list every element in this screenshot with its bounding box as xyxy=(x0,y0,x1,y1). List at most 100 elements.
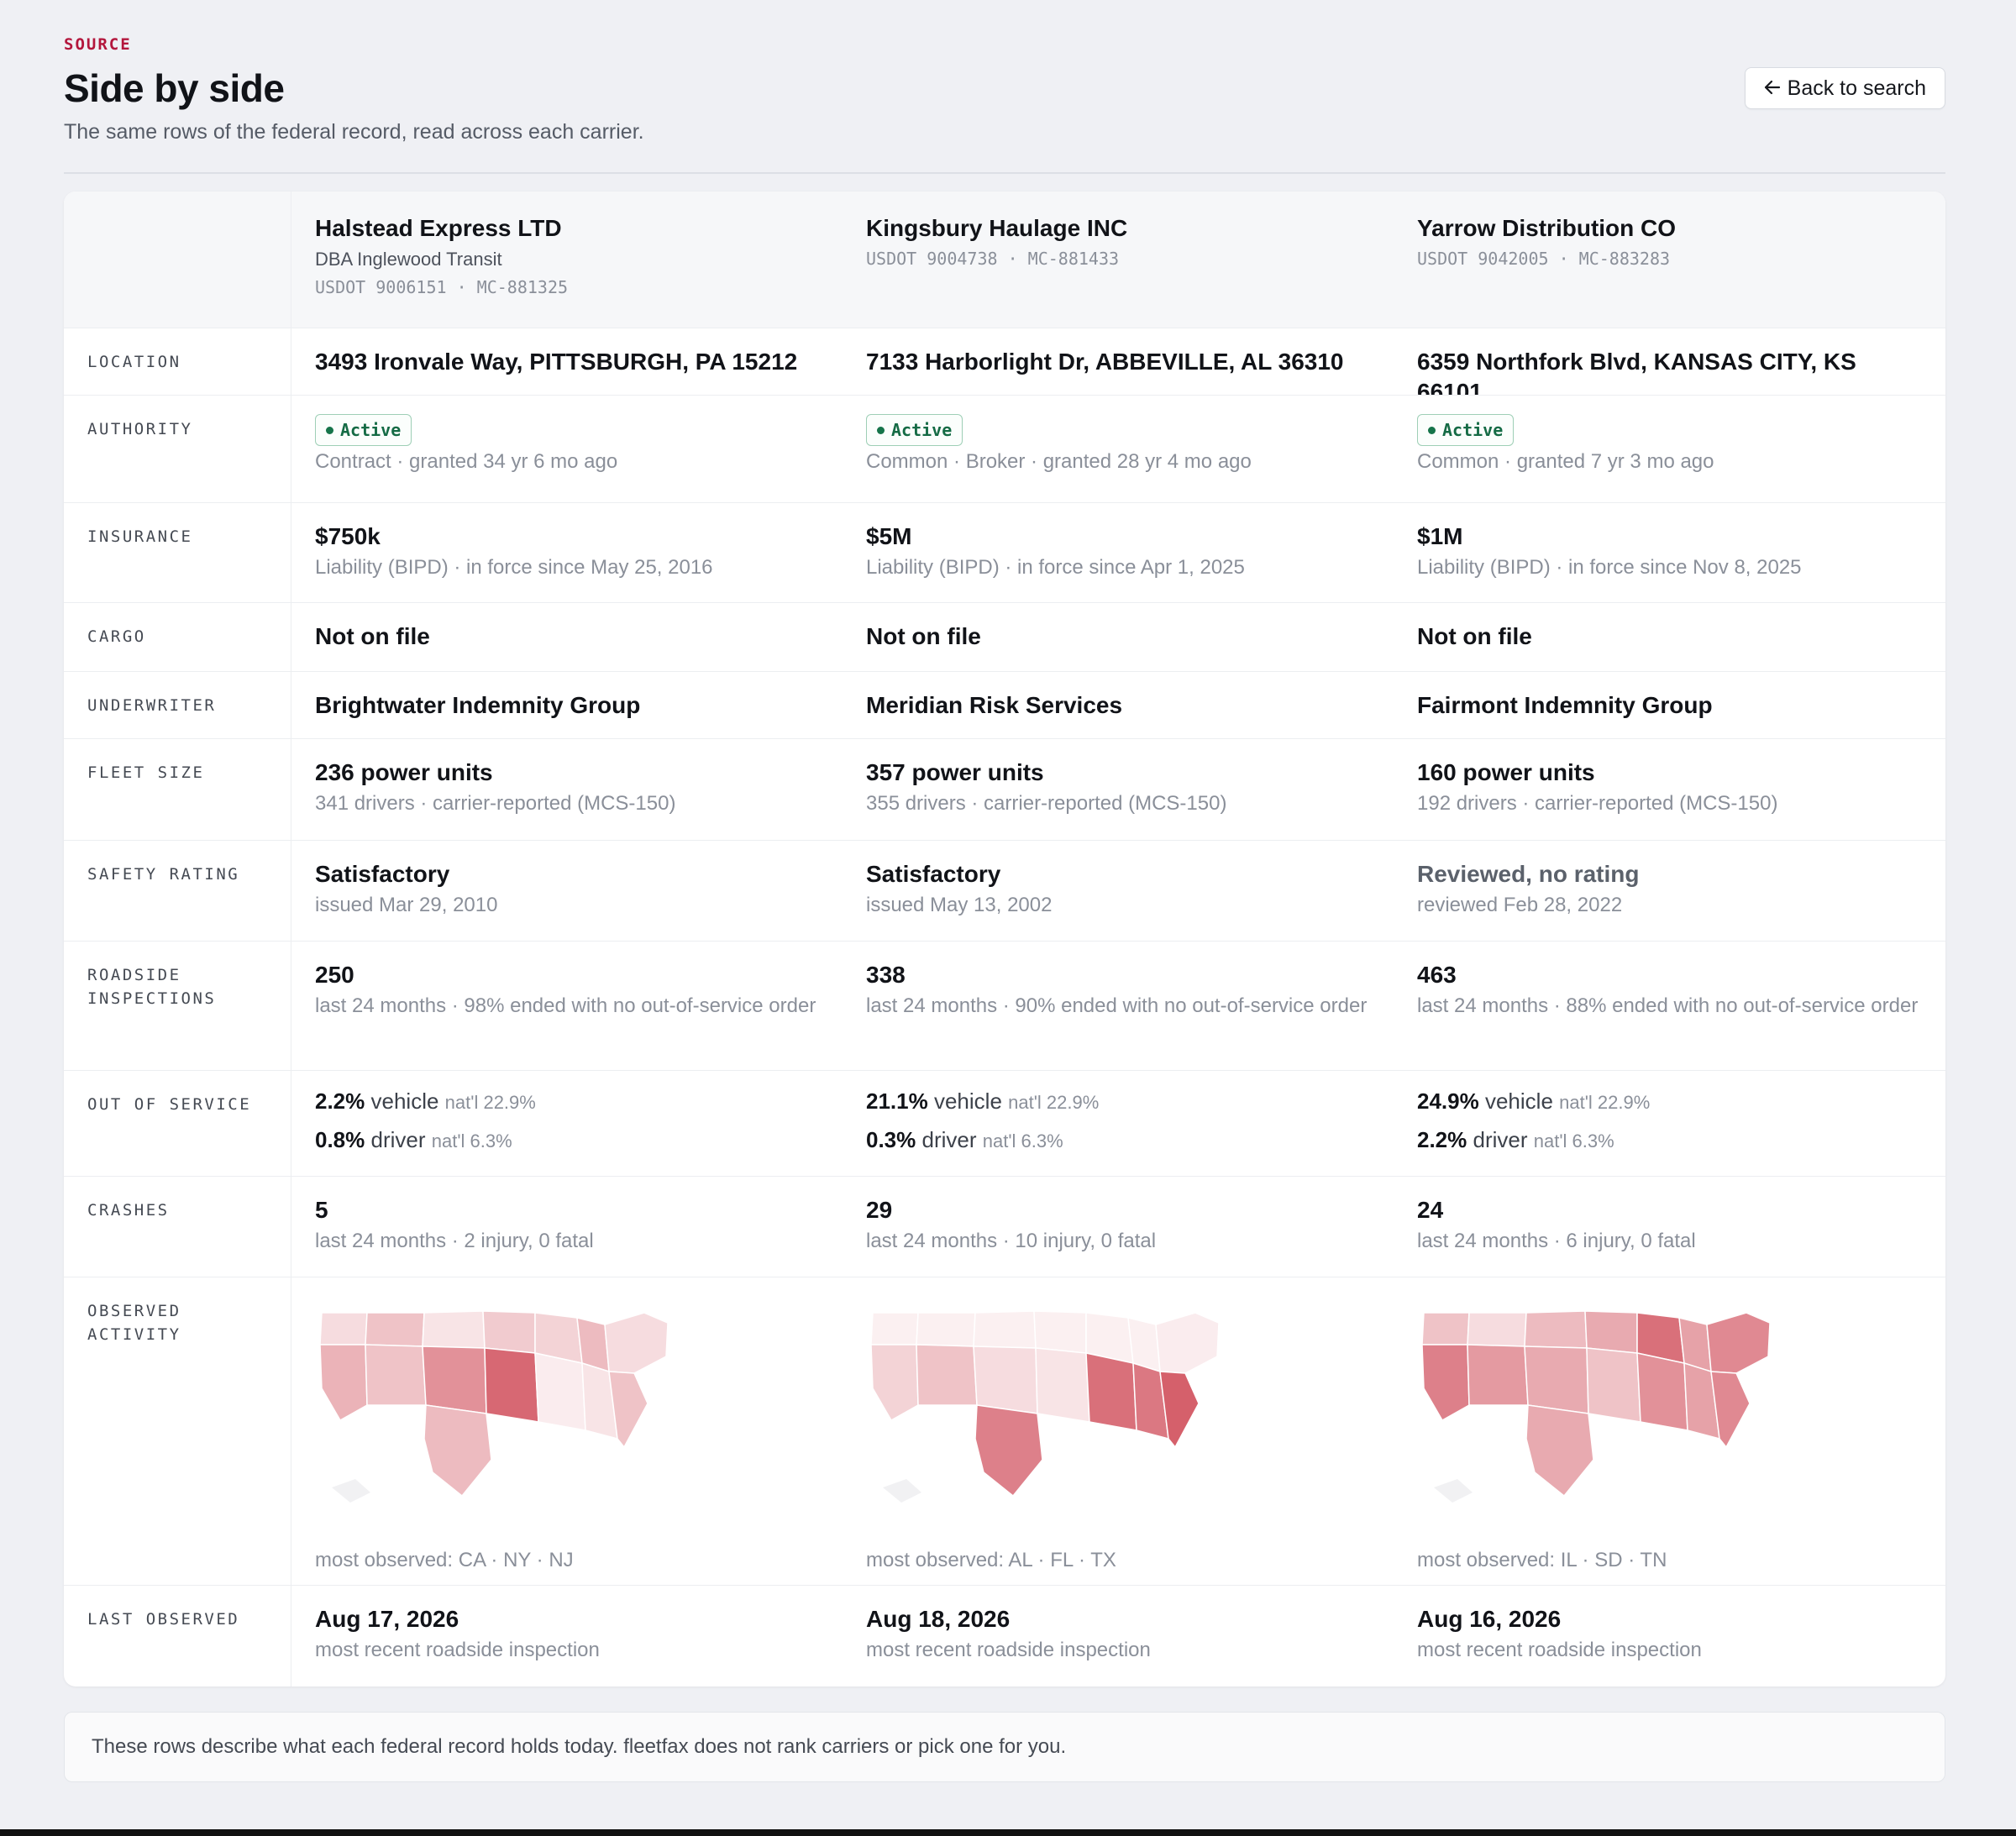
authority-cell: Active Common · granted 7 yr 3 mo ago xyxy=(1394,395,1945,502)
status-badge: Active xyxy=(866,414,963,446)
activity-map[interactable] xyxy=(315,1304,685,1514)
cargo-value: Not on file xyxy=(866,623,981,649)
fleet-detail: 355 drivers · carrier-reported (MCS-150) xyxy=(866,792,1227,815)
safety-cell: Reviewed, no rating reviewed Feb 28, 202… xyxy=(1394,840,1945,941)
map-region[interactable] xyxy=(1524,1310,1588,1349)
map-region[interactable] xyxy=(1525,1404,1594,1498)
map-region[interactable] xyxy=(422,1310,486,1349)
oos-vehicle: 2.2% vehicle nat'l 22.9% xyxy=(315,1088,536,1114)
safety-cell: Satisfactory issued May 13, 2002 xyxy=(843,840,1394,941)
last-observed-date: Aug 17, 2026 xyxy=(315,1606,459,1632)
status-badge: Active xyxy=(1417,414,1515,446)
underwriter-cell: Meridian Risk Services xyxy=(843,671,1394,738)
oos-vehicle: 24.9% vehicle nat'l 22.9% xyxy=(1417,1088,1651,1114)
last-observed-detail: most recent roadside inspection xyxy=(1417,1639,1702,1661)
oos-driver: 0.3% driver nat'l 6.3% xyxy=(866,1127,1063,1152)
map-region[interactable] xyxy=(1085,1352,1137,1431)
back-button-label: Back to search xyxy=(1787,76,1926,100)
map-region[interactable] xyxy=(1159,1371,1200,1449)
fleet-cell: 357 power units 355 drivers · carrier-re… xyxy=(843,738,1394,840)
map-region[interactable] xyxy=(1586,1347,1641,1423)
cargo-cell: Not on file xyxy=(291,602,843,671)
oos-cell: 2.2% vehicle nat'l 22.9% 0.8% driver nat… xyxy=(291,1070,843,1176)
insurance-amount: $5M xyxy=(866,523,912,549)
map-region[interactable] xyxy=(604,1312,669,1374)
map-region-inset xyxy=(1434,1479,1473,1503)
map-region[interactable] xyxy=(365,1344,427,1406)
last-observed-date: Aug 18, 2026 xyxy=(866,1606,1011,1632)
fleet-cell: 160 power units 192 drivers · carrier-re… xyxy=(1394,738,1945,840)
activity-map[interactable] xyxy=(1417,1304,1787,1514)
map-region[interactable] xyxy=(365,1312,425,1347)
map-region[interactable] xyxy=(916,1344,978,1406)
most-observed: most observed: CA · NY · NJ xyxy=(315,1549,574,1571)
map-region[interactable] xyxy=(319,1312,368,1346)
map-region[interactable] xyxy=(1710,1371,1751,1449)
carrier-name[interactable]: Halstead Express LTD xyxy=(315,215,562,241)
map-region[interactable] xyxy=(423,1404,492,1498)
row-label-underwriter: UNDERWRITER xyxy=(64,671,291,738)
map-region[interactable] xyxy=(482,1310,536,1354)
map-region[interactable] xyxy=(1421,1344,1470,1422)
status-badge: Active xyxy=(315,414,412,446)
map-region[interactable] xyxy=(484,1347,539,1423)
footer-note: These rows describe what each federal re… xyxy=(64,1712,1945,1782)
row-label-roadside-inspections: ROADSIDE INSPECTIONS xyxy=(64,941,291,1070)
inspections-count: 250 xyxy=(315,962,354,988)
map-region[interactable] xyxy=(319,1344,368,1422)
carrier-name[interactable]: Yarrow Distribution CO xyxy=(1417,215,1677,241)
map-region[interactable] xyxy=(973,1346,1038,1414)
map-region[interactable] xyxy=(1467,1344,1529,1406)
carrier-dba: DBA Inglewood Transit xyxy=(315,249,502,270)
map-region[interactable] xyxy=(1706,1312,1771,1374)
map-region[interactable] xyxy=(534,1352,586,1431)
map-region[interactable] xyxy=(1584,1310,1638,1354)
inspections-count: 338 xyxy=(866,962,906,988)
map-region[interactable] xyxy=(1524,1346,1589,1414)
map-region[interactable] xyxy=(974,1404,1043,1498)
location-cell: 3493 Ironvale Way, PITTSBURGH, PA 15212 xyxy=(291,328,843,395)
crashes-detail: last 24 months · 10 injury, 0 fatal xyxy=(866,1230,1157,1252)
cargo-value: Not on file xyxy=(315,623,430,649)
safety-detail: issued May 13, 2002 xyxy=(866,894,1053,916)
insurance-detail: Liability (BIPD) · in force since May 25… xyxy=(315,556,713,579)
section-eyebrow: SOURCE xyxy=(64,35,132,54)
map-region[interactable] xyxy=(1636,1352,1688,1431)
map-region[interactable] xyxy=(608,1371,648,1449)
crashes-cell: 24 last 24 months · 6 injury, 0 fatal xyxy=(1394,1176,1945,1277)
safety-rating: Satisfactory xyxy=(315,861,450,887)
location-cell: 6359 Northfork Blvd, KANSAS CITY, KS 661… xyxy=(1394,328,1945,395)
map-region[interactable] xyxy=(870,1312,919,1346)
inspections-cell: 463 last 24 months · 88% ended with no o… xyxy=(1394,941,1945,1070)
insurance-detail: Liability (BIPD) · in force since Nov 8,… xyxy=(1417,556,1802,579)
map-region[interactable] xyxy=(870,1344,919,1422)
oos-driver: 2.2% driver nat'l 6.3% xyxy=(1417,1127,1614,1152)
map-region-inset xyxy=(883,1479,921,1503)
carrier-name[interactable]: Kingsbury Haulage INC xyxy=(866,215,1128,241)
map-region[interactable] xyxy=(1035,1347,1090,1423)
underwriter-cell: Fairmont Indemnity Group xyxy=(1394,671,1945,738)
underwriter-value: Fairmont Indemnity Group xyxy=(1417,692,1713,718)
map-region[interactable] xyxy=(916,1312,976,1347)
most-observed: most observed: IL · SD · TN xyxy=(1417,1549,1667,1571)
fleet-units: 236 power units xyxy=(315,759,493,785)
crashes-detail: last 24 months · 2 injury, 0 fatal xyxy=(315,1230,594,1252)
crashes-cell: 5 last 24 months · 2 injury, 0 fatal xyxy=(291,1176,843,1277)
row-label-observed-activity: OBSERVED ACTIVITY xyxy=(64,1277,291,1585)
map-region[interactable] xyxy=(1155,1312,1220,1374)
activity-map[interactable] xyxy=(866,1304,1236,1514)
fleet-cell: 236 power units 341 drivers · carrier-re… xyxy=(291,738,843,840)
back-to-search-button[interactable]: Back to search xyxy=(1744,67,1945,109)
map-region[interactable] xyxy=(422,1346,487,1414)
map-region[interactable] xyxy=(1467,1312,1527,1347)
map-region[interactable] xyxy=(973,1310,1037,1349)
map-region[interactable] xyxy=(1421,1312,1470,1346)
location-cell: 7133 Harborlight Dr, ABBEVILLE, AL 36310 xyxy=(843,328,1394,395)
safety-rating: Satisfactory xyxy=(866,861,1001,887)
safety-cell: Satisfactory issued Mar 29, 2010 xyxy=(291,840,843,941)
crashes-detail: last 24 months · 6 injury, 0 fatal xyxy=(1417,1230,1696,1252)
map-region[interactable] xyxy=(1033,1310,1087,1354)
carrier-header: Kingsbury Haulage INC USDOT 9004738 · MC… xyxy=(843,191,1394,328)
fleet-units: 357 power units xyxy=(866,759,1044,785)
last-observed-cell: Aug 16, 2026 most recent roadside inspec… xyxy=(1394,1585,1945,1686)
